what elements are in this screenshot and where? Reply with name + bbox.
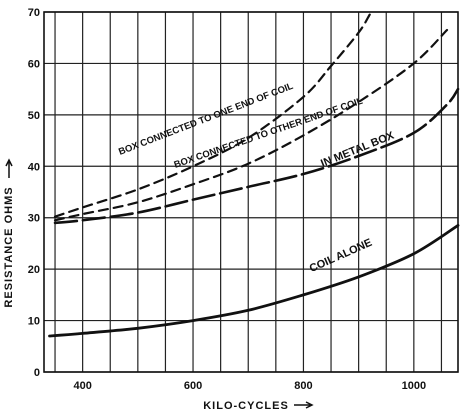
x-tick-label: 400 — [73, 380, 91, 392]
grid — [43, 11, 459, 373]
x-axis-label: KILO-CYCLES — [203, 400, 289, 412]
y-tick-label: 20 — [28, 264, 40, 276]
series-line-box-one-end — [53, 13, 371, 218]
y-axis-label: RESISTANCE OHMS — [3, 186, 15, 307]
y-tick-label: 30 — [28, 213, 40, 225]
tick-labels: 0 10 20 30 40 50 60 70 400 600 800 1000 — [28, 7, 426, 392]
y-axis-arrow — [5, 158, 13, 178]
y-tick-label: 0 — [34, 367, 40, 379]
plot-frame — [43, 11, 459, 373]
y-tick-label: 50 — [28, 110, 40, 122]
x-tick-label: 800 — [294, 380, 312, 392]
series-label-box-one-end: BOX CONNECTED TO ONE END OF COIL — [117, 81, 295, 158]
y-tick-label: 10 — [28, 316, 40, 328]
y-tick-label: 60 — [28, 58, 40, 70]
series-line-box-other-end — [53, 28, 449, 222]
series-line-coil-alone — [48, 224, 460, 338]
y-tick-label: 70 — [28, 7, 40, 19]
series-lines — [48, 13, 460, 338]
x-tick-label: 1000 — [402, 380, 426, 392]
series-line-in-metal-box — [53, 87, 460, 225]
x-tick-label: 600 — [184, 380, 202, 392]
x-axis-arrow — [294, 401, 314, 409]
y-tick-label: 40 — [28, 161, 40, 173]
